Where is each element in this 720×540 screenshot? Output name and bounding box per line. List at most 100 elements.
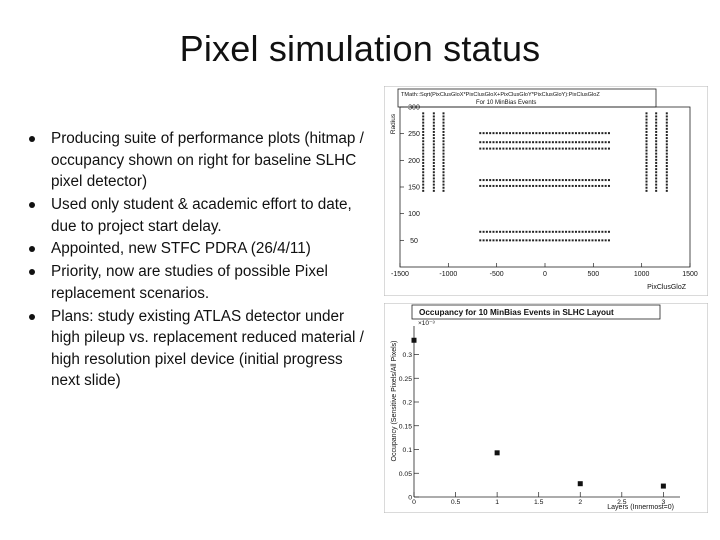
- hitmap-hit: [565, 230, 568, 233]
- hitmap-hit: [645, 180, 648, 183]
- hitmap-hit: [665, 158, 668, 161]
- hitmap-hit: [601, 184, 604, 187]
- hitmap-hit: [558, 132, 561, 135]
- hitmap-hit: [565, 239, 568, 242]
- hitmap-x-axis-label: PixClusGloZ: [647, 284, 687, 291]
- hitmap-y-axis-label: Radius: [390, 113, 397, 134]
- hitmap-hit: [607, 184, 610, 187]
- occupancy-data-point: [660, 483, 666, 489]
- hitmap-hit: [655, 171, 658, 174]
- hitmap-hit: [535, 179, 538, 182]
- bullet-list: Producing suite of performance plots (hi…: [28, 128, 368, 393]
- hitmap-hit: [565, 179, 568, 182]
- hitmap-hit: [581, 179, 584, 182]
- hitmap-hit: [422, 161, 425, 164]
- hitmap-hit: [594, 141, 597, 144]
- hitmap-hit: [518, 230, 521, 233]
- hitmap-hit: [561, 184, 564, 187]
- hitmap-hit: [555, 239, 558, 242]
- hitmap-hit: [518, 141, 521, 144]
- hitmap-hit: [422, 134, 425, 137]
- hitmap-endcap-disk: [432, 112, 435, 192]
- hitmap-hit: [515, 184, 518, 187]
- hitmap-endcap-disk: [645, 112, 648, 192]
- hitmap-hit: [565, 141, 568, 144]
- hitmap-hit: [442, 143, 445, 146]
- hitmap-hit: [482, 141, 485, 144]
- hitmap-hit: [422, 155, 425, 158]
- hitmap-hit: [548, 184, 551, 187]
- occupancy-y-tick-label: 0.25: [399, 376, 412, 383]
- hitmap-hit: [482, 147, 485, 150]
- hitmap-hit: [442, 127, 445, 130]
- hitmap-hit: [512, 239, 515, 242]
- hitmap-hit: [485, 184, 488, 187]
- hitmap-hit: [555, 230, 558, 233]
- hitmap-hit: [485, 239, 488, 242]
- hitmap-hit: [594, 230, 597, 233]
- hitmap-hit: [558, 147, 561, 150]
- hitmap-hit: [665, 146, 668, 149]
- bullet-item: Used only student & academic effort to d…: [28, 194, 368, 237]
- hitmap-hit: [558, 141, 561, 144]
- hitmap-y-tick-label: 300: [408, 105, 420, 112]
- hitmap-hit: [515, 179, 518, 182]
- hitmap-hit: [574, 179, 577, 182]
- hitmap-hit: [665, 127, 668, 130]
- hitmap-hit: [489, 230, 492, 233]
- hitmap-hit: [482, 230, 485, 233]
- hitmap-hit: [665, 134, 668, 137]
- hitmap-hit: [512, 147, 515, 150]
- hitmap-hit: [432, 177, 435, 180]
- hitmap-hit: [598, 132, 601, 135]
- hitmap-hit: [604, 184, 607, 187]
- hitmap-hit: [581, 141, 584, 144]
- hitmap-hit: [422, 137, 425, 140]
- hitmap-hit: [645, 121, 648, 124]
- hitmap-hit: [584, 147, 587, 150]
- hitmap-hit: [588, 179, 591, 182]
- hitmap-hit: [505, 179, 508, 182]
- hitmap-hit: [479, 239, 482, 242]
- hitmap-hit: [499, 147, 502, 150]
- hitmap-hit: [568, 147, 571, 150]
- hitmap-hit: [604, 132, 607, 135]
- hitmap-hit: [518, 132, 521, 135]
- hitmap-hit: [645, 189, 648, 192]
- hitmap-hit: [432, 124, 435, 127]
- hitmap-hit: [515, 239, 518, 242]
- hitmap-hit: [665, 140, 668, 143]
- hitmap-x-tick-label: -1000: [439, 271, 457, 278]
- hitmap-hit: [432, 137, 435, 140]
- hitmap-hit: [515, 132, 518, 135]
- hitmap-hit: [607, 239, 610, 242]
- hitmap-hit: [442, 152, 445, 155]
- hitmap-hit: [502, 147, 505, 150]
- hitmap-hit: [655, 155, 658, 158]
- hitmap-hit: [432, 152, 435, 155]
- hitmap-hit: [442, 168, 445, 171]
- hitmap-hit: [538, 230, 541, 233]
- hitmap-hit: [645, 149, 648, 152]
- hitmap-hit: [442, 177, 445, 180]
- hitmap-hit: [655, 115, 658, 118]
- hitmap-hit: [607, 179, 610, 182]
- hitmap-hit: [655, 118, 658, 121]
- hitmap-hit: [422, 152, 425, 155]
- hitmap-hit: [528, 132, 531, 135]
- hitmap-hit: [555, 184, 558, 187]
- hitmap-hit: [665, 155, 668, 158]
- hitmap-hit: [665, 189, 668, 192]
- occupancy-y-tick-label: 0.2: [403, 400, 413, 407]
- hitmap-hit: [645, 146, 648, 149]
- hitmap-hit: [528, 179, 531, 182]
- hitmap-hit: [485, 132, 488, 135]
- hitmap-hit: [422, 140, 425, 143]
- hitmap-hit: [512, 141, 515, 144]
- hitmap-hit: [568, 179, 571, 182]
- hitmap-endcap-disk: [655, 112, 658, 192]
- hitmap-hit: [545, 132, 548, 135]
- hitmap-hit: [607, 141, 610, 144]
- hitmap-hit: [479, 147, 482, 150]
- hitmap-hit: [584, 141, 587, 144]
